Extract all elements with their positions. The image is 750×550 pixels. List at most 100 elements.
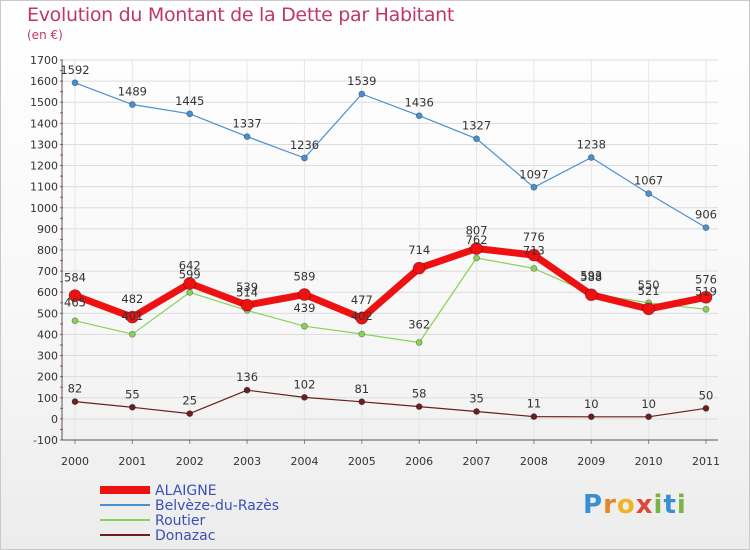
- series-point: [473, 254, 480, 262]
- data-label: 514: [236, 285, 258, 299]
- series-point: [584, 288, 598, 302]
- legend-label: ALAIGNE: [155, 483, 217, 499]
- series-point: [530, 183, 538, 191]
- series-point: [355, 311, 369, 325]
- y-tick-label: 1400: [30, 117, 58, 130]
- x-tick-label: 2004: [290, 455, 318, 468]
- data-label: 477: [351, 293, 373, 307]
- data-label: 58: [412, 387, 427, 401]
- data-label: 1445: [175, 94, 204, 108]
- data-label: 439: [293, 301, 315, 315]
- series-point: [702, 404, 710, 412]
- data-label: 550: [638, 278, 660, 292]
- data-label: 401: [121, 309, 143, 323]
- y-tick-label: 100: [37, 392, 58, 405]
- series-point: [412, 261, 426, 275]
- data-label: 713: [523, 243, 545, 257]
- y-tick-label: 1500: [30, 96, 58, 109]
- data-label: 593: [580, 269, 602, 283]
- data-label: 521: [638, 284, 660, 298]
- series-point: [128, 403, 136, 411]
- chart-subtitle: (en €): [27, 28, 63, 42]
- y-tick-label: 600: [37, 286, 58, 299]
- series-point: [68, 289, 82, 303]
- series-point: [358, 330, 366, 338]
- data-label: 102: [293, 377, 315, 391]
- x-tick-label: 2006: [405, 455, 433, 468]
- series-point: [530, 413, 538, 420]
- data-label: 519: [695, 284, 717, 298]
- y-tick-label: 0: [51, 413, 58, 426]
- series-point: [473, 135, 480, 143]
- series-point: [358, 398, 366, 406]
- series-point: [645, 413, 653, 421]
- y-tick-label: 900: [37, 223, 58, 236]
- x-tick-label: 2002: [176, 455, 204, 468]
- data-label: 81: [354, 382, 369, 396]
- data-label: 807: [466, 224, 488, 238]
- y-tick-label: 200: [37, 371, 58, 384]
- series-point: [530, 264, 538, 272]
- data-label: 1097: [519, 167, 548, 181]
- series-point: [527, 248, 541, 262]
- series-point: [473, 408, 480, 415]
- series-point: [186, 289, 194, 296]
- x-tick-label: 2003: [233, 455, 261, 468]
- y-tick-label: 400: [37, 328, 58, 341]
- data-label: 762: [466, 233, 488, 247]
- data-label: 10: [641, 397, 656, 411]
- data-label: 589: [293, 270, 315, 284]
- series-point: [642, 302, 656, 316]
- y-tick-label: 1700: [30, 54, 58, 67]
- series-point: [243, 386, 251, 394]
- legend-label: Routier: [155, 513, 206, 529]
- series-point: [301, 322, 308, 330]
- data-label: 906: [695, 208, 717, 222]
- legend-label: Belvèze-du-Razès: [155, 498, 279, 514]
- data-label: 50: [699, 388, 714, 402]
- y-tick-labels: -100 0 100 200 300 400 500 600 700 800 900 1000 1100…: [30, 54, 58, 447]
- x-tick-label: 2011: [692, 455, 720, 468]
- data-label: 539: [236, 280, 258, 294]
- x-tick-label: 2007: [463, 455, 491, 468]
- proxiti-logo: Proxiti: [583, 490, 687, 520]
- series-point: [587, 154, 595, 161]
- y-tick-label: 1300: [30, 138, 58, 151]
- series-point: [415, 339, 423, 346]
- y-tick-label: 1000: [30, 202, 58, 215]
- data-label: 1067: [634, 174, 663, 188]
- data-label: 1238: [577, 138, 606, 152]
- series-point: [186, 110, 194, 118]
- legend-label: Donazac: [155, 528, 215, 544]
- series-point: [702, 305, 710, 313]
- data-label: 136: [236, 370, 258, 384]
- x-tick-label: 2008: [520, 455, 548, 468]
- chart-title: Evolution du Montant de la Dette par Hab…: [27, 4, 455, 26]
- y-tick-label: 300: [37, 350, 58, 363]
- data-label: 25: [182, 394, 197, 408]
- data-label: 599: [179, 267, 201, 281]
- series-point: [240, 298, 254, 312]
- data-label: 1489: [118, 85, 147, 99]
- data-label: 1592: [60, 63, 89, 77]
- data-label: 1436: [405, 96, 434, 110]
- y-tick-label: 500: [37, 307, 58, 320]
- data-label: 1539: [347, 74, 376, 88]
- y-tick-label: 1600: [30, 75, 58, 88]
- series-line-3: [74, 389, 707, 418]
- series-point: [128, 330, 136, 338]
- data-label: 642: [179, 258, 201, 272]
- series-point: [301, 393, 308, 401]
- y-tick-label: 1200: [30, 160, 58, 173]
- series-point: [71, 317, 79, 325]
- data-label: 776: [523, 230, 545, 244]
- series-point: [128, 101, 136, 108]
- data-label: 465: [64, 296, 86, 310]
- series-point: [71, 398, 79, 405]
- y-tick-label: -100: [33, 434, 58, 447]
- data-label: 402: [351, 309, 373, 323]
- data-label: 11: [527, 397, 542, 411]
